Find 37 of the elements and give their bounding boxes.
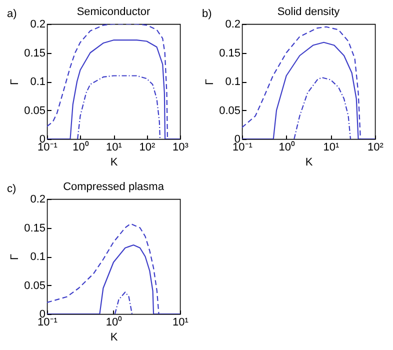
y-axis-title: Γ xyxy=(9,78,22,86)
x-tick-label: 10¹ xyxy=(106,142,122,154)
y-tick-label: 0.1 xyxy=(30,76,46,88)
y-tick-label: 0.05 xyxy=(219,104,240,117)
x-axis-title: K xyxy=(110,156,118,168)
y-axis-title: Γ xyxy=(9,254,22,260)
x-tick-label: 10³ xyxy=(172,142,189,154)
x-tick-label: 10⁻¹ xyxy=(232,142,253,154)
x-tick-label: 10⁻¹ xyxy=(38,142,58,154)
y-tick-label: 0.1 xyxy=(30,251,46,263)
chart-title: Solid density xyxy=(277,6,340,18)
text: c) xyxy=(7,183,16,195)
x-tick-label: 10⁰ xyxy=(106,316,122,328)
chart-title: Semiconductor xyxy=(76,6,151,18)
y-tick-label: 0.2 xyxy=(225,18,240,30)
chart-title: Compressed plasma xyxy=(63,181,165,193)
text: b) xyxy=(202,8,212,20)
x-axis-title: K xyxy=(305,156,314,168)
y-tick-label: 0.2 xyxy=(30,194,46,206)
x-tick-label: 10² xyxy=(368,142,384,154)
line-series xyxy=(114,292,133,314)
text: a) xyxy=(7,8,17,20)
y-tick-label: 0.05 xyxy=(24,104,46,117)
x-tick-label: 10² xyxy=(139,142,156,154)
y-tick-label: 0.15 xyxy=(219,47,240,60)
x-tick-label: 10¹ xyxy=(323,142,340,154)
y-tick-label: 0.15 xyxy=(24,47,46,60)
x-axis-title: K xyxy=(110,332,118,344)
y-tick-label: 0.05 xyxy=(24,280,46,292)
y-tick-label: 0.1 xyxy=(225,76,240,88)
y-tick-label: 0.2 xyxy=(30,18,46,30)
x-tick-label: 10⁰ xyxy=(278,140,295,154)
x-tick-label: 10¹ xyxy=(172,316,189,328)
y-axis-title: Γ xyxy=(204,78,216,86)
x-tick-label: 10⁰ xyxy=(72,140,89,154)
x-tick-label: 10⁻¹ xyxy=(38,316,58,328)
y-tick-label: 0.15 xyxy=(24,222,46,234)
